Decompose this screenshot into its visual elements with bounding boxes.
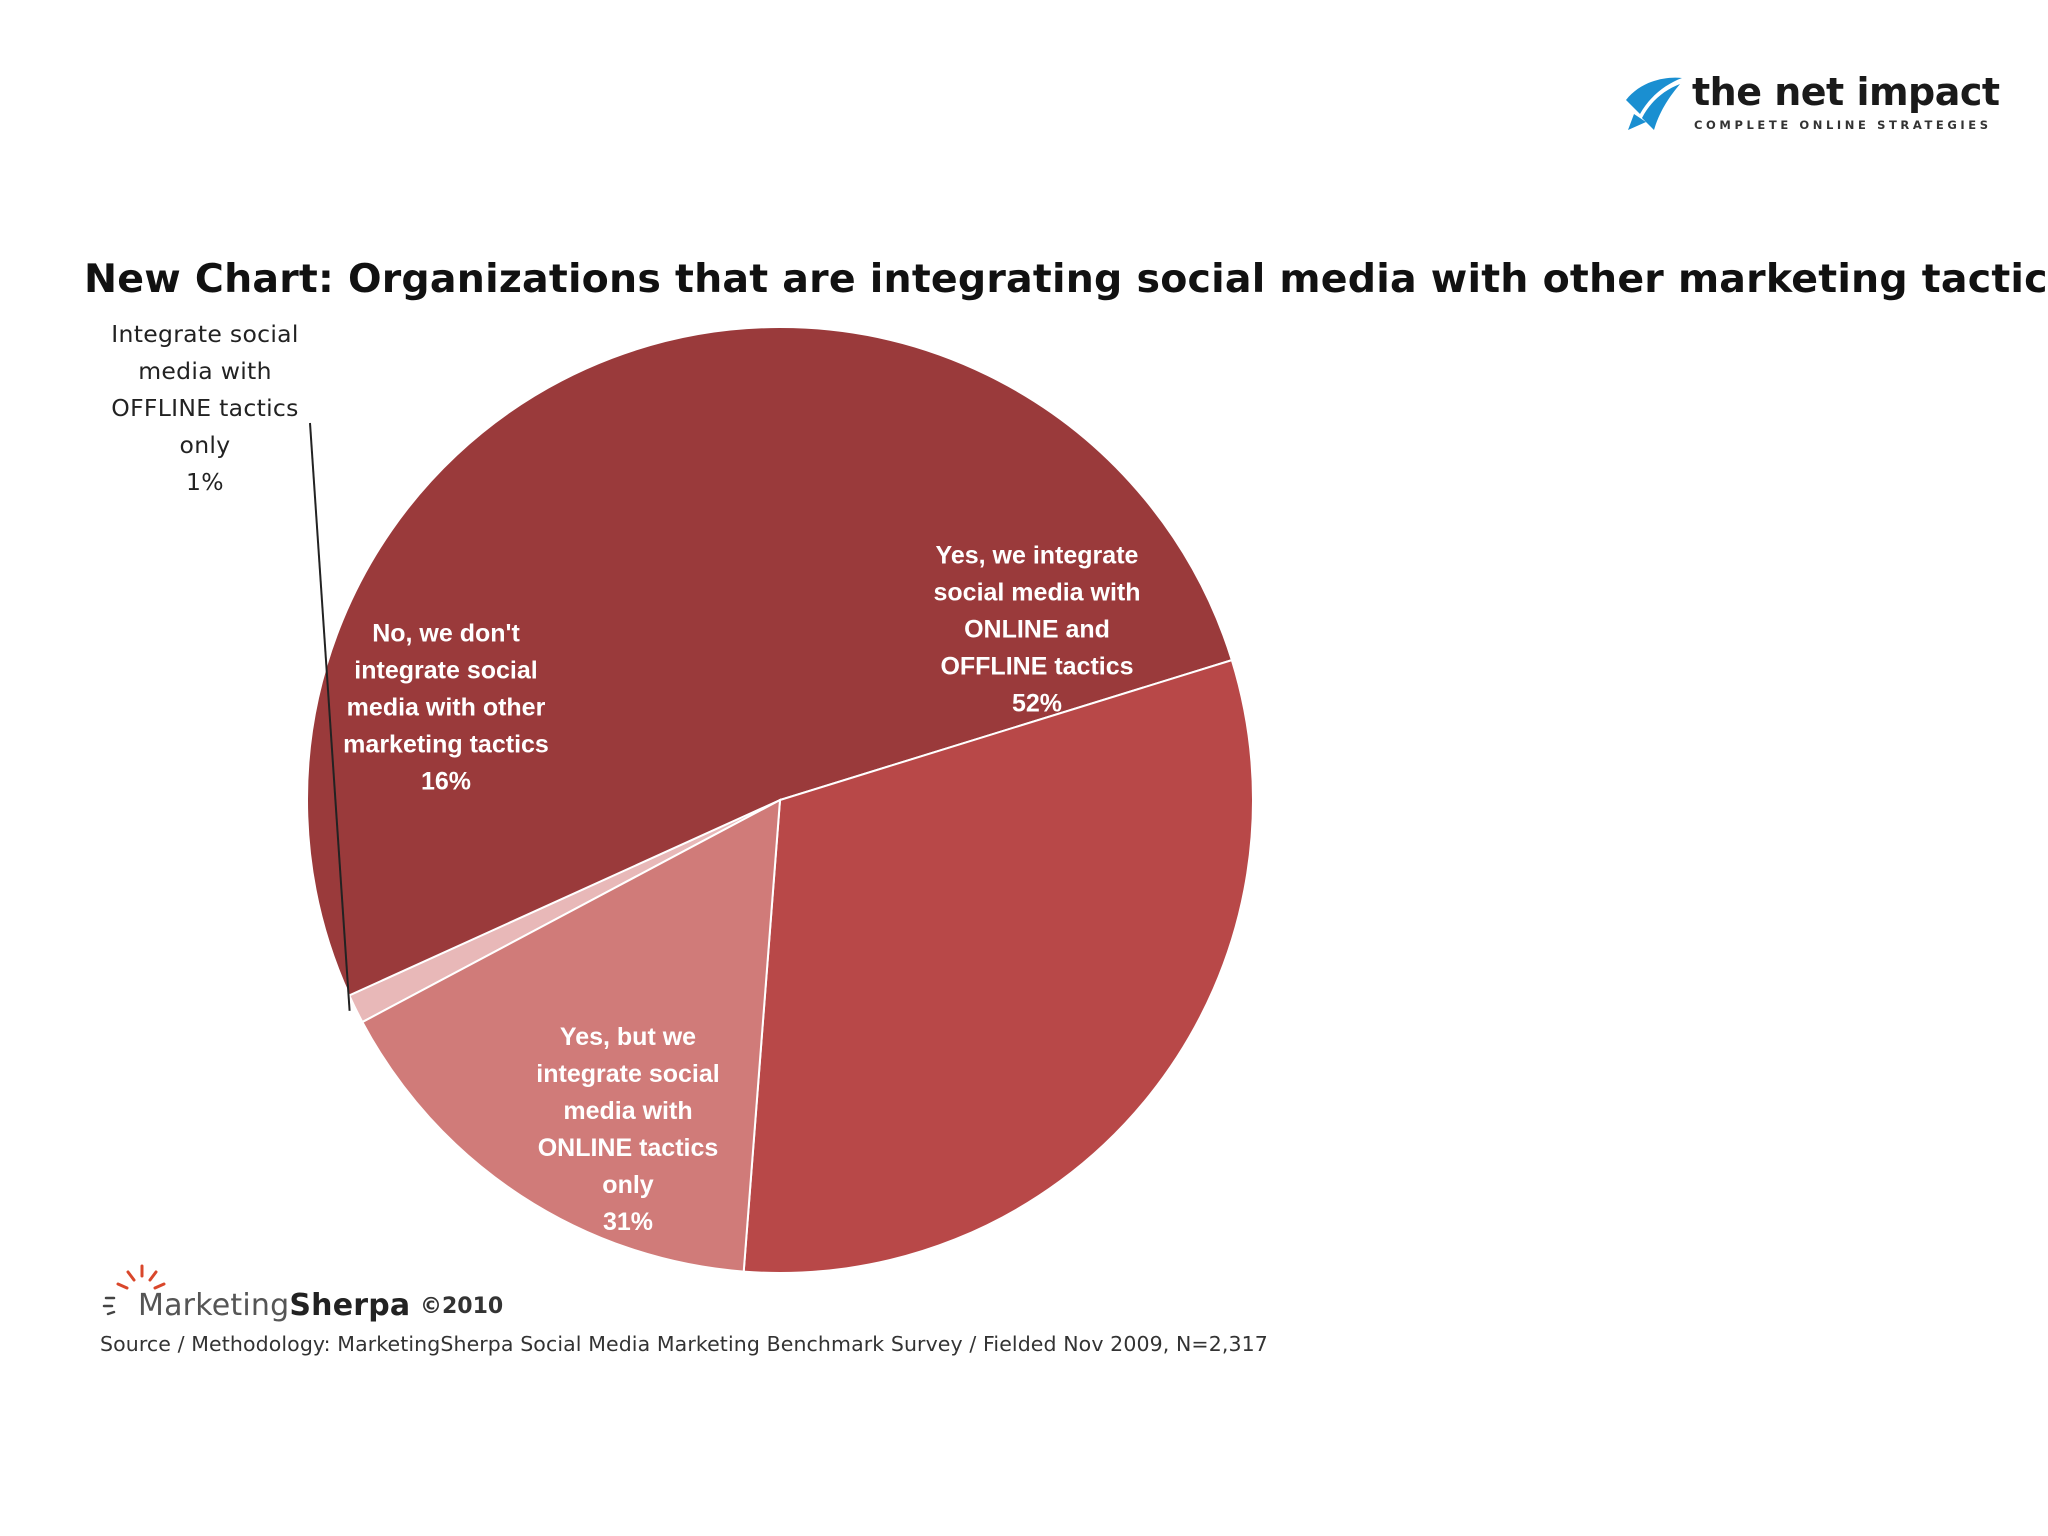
slice-label-line-online-only-1: Yes, but we: [559, 1023, 697, 1051]
slice-label-line-offline-only-1: Integrate social: [111, 320, 299, 348]
slice-value-offline-only: 1%: [186, 468, 224, 496]
slice-label-line-online-and-offline-1: Yes, we integrate: [935, 541, 1139, 570]
slice-label-line-online-only-5: only: [602, 1171, 654, 1199]
pie-slice-no-integration: [361, 798, 782, 1273]
sun-icon: [102, 1264, 166, 1316]
slice-label-line-offline-only-2: media with: [138, 357, 272, 385]
slice-label-line-online-and-offline-4: OFFLINE tactics: [940, 652, 1134, 681]
slice-value-online-and-offline: 52%: [1011, 689, 1063, 718]
slice-label-line-online-and-offline-3: ONLINE and: [964, 615, 1110, 644]
brand-tagline: COMPLETE ONLINE STRATEGIES: [1694, 118, 1992, 132]
publisher-name-bold: Sherpa: [289, 1288, 411, 1323]
slice-label-line-no-integration-3: media with other: [346, 693, 546, 722]
slice-label-no-integration: No, we don't integrate social media with o…: [343, 616, 549, 801]
marketingsherpa-logo: MarketingSherpa ©2010: [100, 1262, 520, 1323]
slice-label-line-no-integration-4: marketing tactics: [343, 730, 549, 759]
publisher-name: Marketing: [138, 1288, 290, 1323]
source-methodology: Source / Methodology: MarketingSherpa So…: [100, 1332, 1268, 1356]
slice-label-line-online-only-3: media with: [563, 1097, 693, 1125]
copyright: ©2010: [420, 1294, 504, 1319]
slice-label-line-offline-only-4: only: [179, 431, 231, 459]
pie-slice-online-and-offline: [306, 326, 1234, 997]
slice-label-line-online-and-offline-2: social media with: [933, 578, 1141, 607]
slice-label-line-no-integration-2: integrate social: [354, 656, 538, 685]
slice-label-line-online-only-4: ONLINE tactics: [537, 1134, 719, 1162]
marketingsherpa-name: MarketingSherpa: [138, 1288, 410, 1323]
slice-label-line-no-integration-1: No, we don't: [372, 619, 520, 648]
slice-value-no-integration: 16%: [420, 767, 472, 796]
slice-label-offline-only: Integrate social media with OFFLINE tactic…: [105, 316, 305, 501]
slice-value-online-only: 31%: [602, 1208, 654, 1236]
slice-label-line-offline-only-3: OFFLINE tactics: [111, 394, 299, 422]
brand-name: the net impact: [1692, 70, 2000, 114]
brand-swoosh-icon: [1626, 77, 1682, 130]
brand-logo: the net impact COMPLETE ONLINE STRATEGIE…: [1620, 70, 2020, 140]
leader-line: [309, 422, 351, 1011]
slice-label-online-and-offline: Yes, we integrate social media with ONLINE…: [933, 538, 1140, 723]
chart-title: New Chart: Organizations that are integr…: [84, 256, 2048, 302]
slice-label-online-only: Yes, but we integrate social media with ONL…: [536, 1019, 719, 1241]
pie-slice-online-only: [742, 658, 1254, 1275]
slice-label-line-online-only-2: integrate social: [536, 1060, 720, 1088]
